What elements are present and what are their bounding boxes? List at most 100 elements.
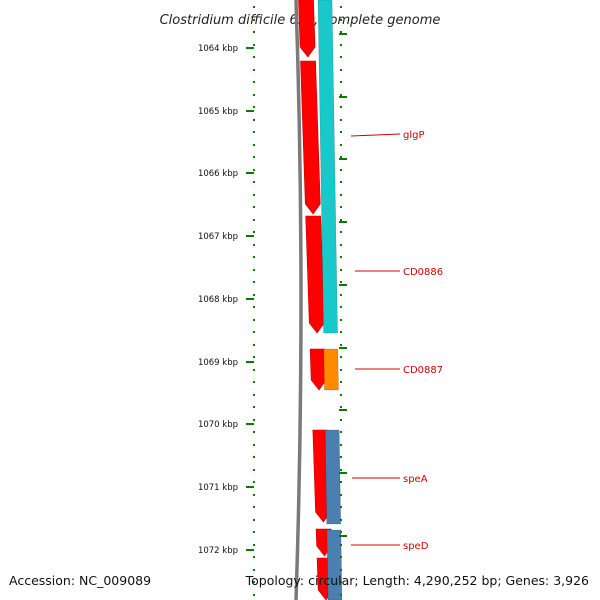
minor-tick	[340, 6, 342, 8]
minor-tick	[253, 19, 255, 21]
major-tick	[339, 535, 347, 537]
minor-tick	[340, 331, 342, 333]
gene-labels: glgP CD0886 CD0887 speA speD	[350, 130, 443, 552]
minor-tick	[253, 69, 255, 71]
minor-tick	[340, 494, 342, 496]
minor-tick	[340, 181, 342, 183]
cds-segment	[305, 215, 325, 334]
minor-tick	[340, 394, 342, 396]
minor-tick	[253, 381, 255, 383]
genome-backbone	[294, 0, 303, 600]
gene-label: CD0886	[403, 267, 443, 278]
minor-tick	[253, 369, 255, 371]
minor-tick	[253, 531, 255, 533]
genome-summary-text: Topology: circular; Length: 4,290,252 bp…	[245, 573, 589, 588]
minor-tick	[253, 344, 255, 346]
scale-ticks: 1064 kbp 1065 kbp 1066 kbp 1067 kbp 1068 kbp…	[198, 6, 347, 596]
major-tick	[339, 96, 347, 98]
minor-tick	[340, 256, 342, 258]
gene-label: speD	[403, 541, 429, 552]
minor-tick	[253, 444, 255, 446]
minor-tick	[340, 194, 342, 196]
gene-leader-line	[350, 133, 401, 137]
minor-tick	[253, 319, 255, 321]
minor-tick	[253, 106, 255, 108]
minor-tick	[253, 156, 255, 158]
minor-tick	[340, 419, 342, 421]
scale-label: 1064 kbp	[198, 44, 238, 54]
minor-tick	[253, 256, 255, 258]
major-tick	[339, 472, 347, 474]
minor-tick	[340, 56, 342, 58]
minor-tick	[340, 356, 342, 358]
minor-tick	[253, 44, 255, 46]
minor-tick	[340, 206, 342, 208]
gene-segment	[326, 529, 343, 600]
minor-tick	[340, 31, 342, 33]
major-tick	[246, 361, 254, 363]
major-tick	[339, 284, 347, 286]
major-tick	[246, 298, 254, 300]
minor-tick	[253, 169, 255, 171]
minor-tick	[253, 456, 255, 458]
minor-tick	[253, 294, 255, 296]
minor-tick	[340, 556, 342, 558]
minor-tick	[253, 306, 255, 308]
minor-tick	[340, 369, 342, 371]
minor-tick	[253, 144, 255, 146]
minor-tick	[340, 144, 342, 146]
scale-label: 1067 kbp	[198, 232, 238, 242]
minor-tick	[340, 431, 342, 433]
minor-tick	[253, 194, 255, 196]
minor-tick	[340, 156, 342, 158]
major-tick	[339, 158, 347, 160]
minor-tick	[253, 519, 255, 521]
minor-tick	[340, 19, 342, 21]
cds-segment	[309, 348, 327, 391]
minor-tick	[253, 231, 255, 233]
minor-tick	[253, 119, 255, 121]
gene-label: CD0887	[403, 365, 443, 376]
minor-tick	[340, 44, 342, 46]
minor-tick	[253, 406, 255, 408]
major-tick	[246, 549, 254, 551]
minor-tick	[253, 431, 255, 433]
major-tick	[339, 221, 347, 223]
minor-tick	[253, 56, 255, 58]
major-tick	[246, 47, 254, 49]
scale-label: 1069 kbp	[198, 358, 238, 368]
minor-tick	[253, 131, 255, 133]
gene-segment	[317, 0, 338, 334]
cds-segment	[300, 60, 321, 215]
minor-tick	[253, 556, 255, 558]
minor-tick	[340, 106, 342, 108]
minor-tick	[340, 381, 342, 383]
minor-tick	[253, 6, 255, 8]
minor-tick	[340, 569, 342, 571]
major-tick	[339, 347, 347, 349]
minor-tick	[340, 519, 342, 521]
minor-tick	[340, 119, 342, 121]
minor-tick	[340, 219, 342, 221]
minor-tick	[340, 69, 342, 71]
minor-tick	[253, 31, 255, 33]
minor-tick	[253, 569, 255, 571]
minor-tick	[253, 244, 255, 246]
major-tick	[339, 409, 347, 411]
minor-tick	[340, 594, 342, 596]
minor-tick	[253, 481, 255, 483]
scale-label: 1068 kbp	[198, 295, 238, 305]
minor-tick	[340, 406, 342, 408]
minor-tick	[340, 294, 342, 296]
minor-tick	[253, 506, 255, 508]
gene-label: glgP	[403, 130, 425, 141]
minor-tick	[253, 469, 255, 471]
minor-tick	[253, 394, 255, 396]
scale-label: 1070 kbp	[198, 420, 238, 430]
minor-tick	[340, 544, 342, 546]
minor-tick	[253, 544, 255, 546]
minor-tick	[253, 581, 255, 583]
major-tick	[246, 172, 254, 174]
minor-tick	[340, 281, 342, 283]
